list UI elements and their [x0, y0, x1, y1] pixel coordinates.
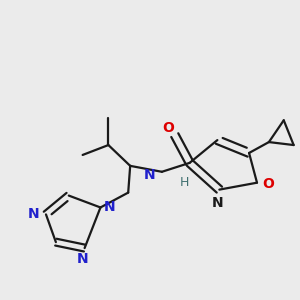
Text: O: O	[162, 121, 174, 135]
Text: N: N	[103, 200, 115, 214]
Text: H: H	[180, 176, 189, 189]
Text: N: N	[143, 168, 155, 182]
Text: N: N	[212, 196, 223, 210]
Text: O: O	[262, 177, 274, 191]
Text: N: N	[27, 207, 39, 221]
Text: N: N	[77, 252, 88, 266]
